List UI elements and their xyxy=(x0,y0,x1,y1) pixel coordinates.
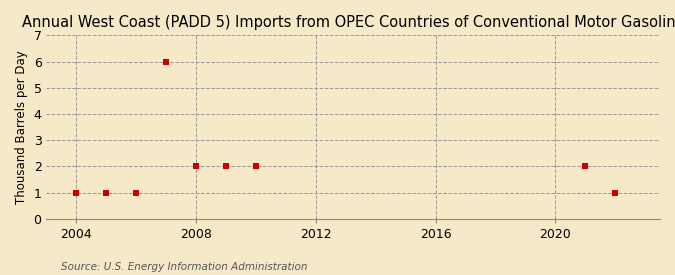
Y-axis label: Thousand Barrels per Day: Thousand Barrels per Day xyxy=(15,50,28,204)
Point xyxy=(221,164,232,169)
Point xyxy=(161,59,171,64)
Point xyxy=(131,190,142,195)
Point xyxy=(190,164,201,169)
Point xyxy=(610,190,620,195)
Text: Source: U.S. Energy Information Administration: Source: U.S. Energy Information Administ… xyxy=(61,262,307,272)
Title: Annual West Coast (PADD 5) Imports from OPEC Countries of Conventional Motor Gas: Annual West Coast (PADD 5) Imports from … xyxy=(22,15,675,30)
Point xyxy=(71,190,82,195)
Point xyxy=(580,164,591,169)
Point xyxy=(101,190,111,195)
Point xyxy=(250,164,261,169)
